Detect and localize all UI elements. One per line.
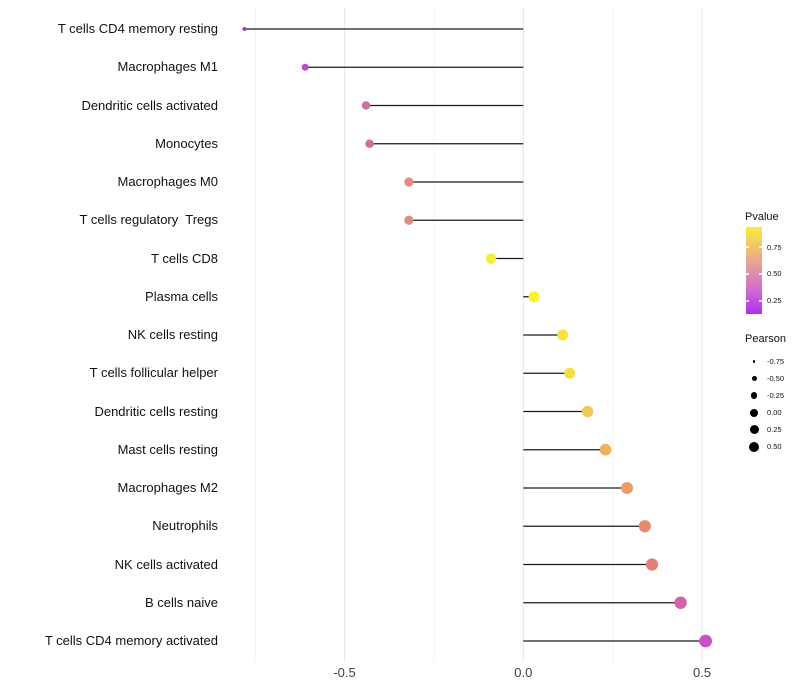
y-axis-label: Mast cells resting xyxy=(117,441,218,457)
data-point-dot xyxy=(620,482,633,494)
data-point-dot xyxy=(564,367,576,379)
y-axis-label: Dendritic cells resting xyxy=(94,403,218,419)
size-legend-dot-cell xyxy=(742,360,766,363)
size-legend-dot xyxy=(749,425,759,434)
size-legend-dot-cell xyxy=(742,392,766,399)
pvalue-legend-title: Pvalue xyxy=(745,211,779,223)
x-axis-tick-label: -0.5 xyxy=(333,665,356,680)
size-legend-entry: -0.25 xyxy=(742,387,784,404)
data-point-dot xyxy=(581,405,594,418)
colorbar-tick-label: 0.75 xyxy=(767,242,782,252)
data-point-dot xyxy=(365,139,374,148)
colorbar-tick-mark xyxy=(746,299,749,302)
data-point-dot xyxy=(638,520,651,533)
y-axis-label: NK cells activated xyxy=(114,556,218,572)
size-legend-label: -0.50 xyxy=(767,374,785,383)
size-legend-dot xyxy=(749,441,759,452)
colorbar-tick-mark xyxy=(759,272,762,275)
colorbar-tick-mark xyxy=(746,246,749,248)
colorbar-tick-label: 0.25 xyxy=(767,296,782,306)
data-point-dot xyxy=(404,215,414,225)
y-axis-label: Plasma cells xyxy=(145,288,218,304)
size-legend-entry: -0.50 xyxy=(742,370,784,387)
y-axis-label: Macrophages M0 xyxy=(117,174,218,189)
size-legend-entry: 0.00 xyxy=(742,404,782,421)
pearson-legend-title: Pearson xyxy=(745,333,786,345)
data-point-dot xyxy=(674,596,687,609)
size-legend-dot xyxy=(751,376,757,381)
data-point-dot xyxy=(242,27,247,31)
size-legend-label: -0.25 xyxy=(767,391,785,400)
size-legend-label: -0.75 xyxy=(767,357,785,366)
colorbar-tick-mark xyxy=(759,246,762,248)
y-axis-label: Macrophages M2 xyxy=(117,480,218,495)
size-legend-label: 0.25 xyxy=(767,425,782,434)
colorbar-tick-label: 0.50 xyxy=(767,269,782,279)
data-point-dot xyxy=(528,291,540,303)
y-axis-label: Dendritic cells activated xyxy=(81,97,218,113)
data-point-dot xyxy=(599,443,612,456)
pvalue-colorbar xyxy=(746,227,762,314)
size-legend-dot-cell xyxy=(742,376,766,381)
y-axis-label: T cells CD4 memory activated xyxy=(44,633,218,648)
size-legend-label: 0.50 xyxy=(767,442,782,451)
data-point-dot xyxy=(485,253,497,264)
data-point-dot xyxy=(404,177,414,187)
x-axis-tick-label: 0.5 xyxy=(693,665,712,680)
size-legend-dot-cell xyxy=(742,425,766,434)
data-point-dot xyxy=(301,63,309,71)
colorbar-tick-mark xyxy=(759,299,762,302)
y-axis-label: Macrophages M1 xyxy=(117,59,218,75)
size-legend-dot xyxy=(752,360,756,363)
size-legend-entry: 0.50 xyxy=(742,438,782,455)
data-point-dot xyxy=(699,634,713,648)
y-axis-label: T cells regulatory Tregs xyxy=(79,212,218,228)
data-point-dot xyxy=(557,329,569,341)
y-axis-label: B cells naive xyxy=(145,594,218,610)
colorbar-tick-mark xyxy=(746,272,749,275)
y-axis-label: Monocytes xyxy=(155,135,218,151)
size-legend-dot xyxy=(750,392,758,399)
data-point-dot xyxy=(361,101,371,110)
size-legend-dot xyxy=(750,408,758,417)
size-legend-entry: 0.25 xyxy=(742,421,782,438)
y-axis-label: T cells CD4 memory resting xyxy=(57,21,218,36)
size-legend-entry: -0.75 xyxy=(742,353,784,370)
y-axis-label: NK cells resting xyxy=(127,327,218,342)
y-axis-label: T cells follicular helper xyxy=(89,365,218,381)
size-legend-label: 0.00 xyxy=(767,408,782,417)
y-axis-label: T cells CD8 xyxy=(151,250,218,266)
x-axis-tick-label: 0.0 xyxy=(514,665,533,680)
size-legend-dot-cell xyxy=(742,441,766,452)
data-point-dot xyxy=(645,558,659,571)
size-legend-dot-cell xyxy=(742,408,766,417)
y-axis-label: Neutrophils xyxy=(152,518,218,534)
